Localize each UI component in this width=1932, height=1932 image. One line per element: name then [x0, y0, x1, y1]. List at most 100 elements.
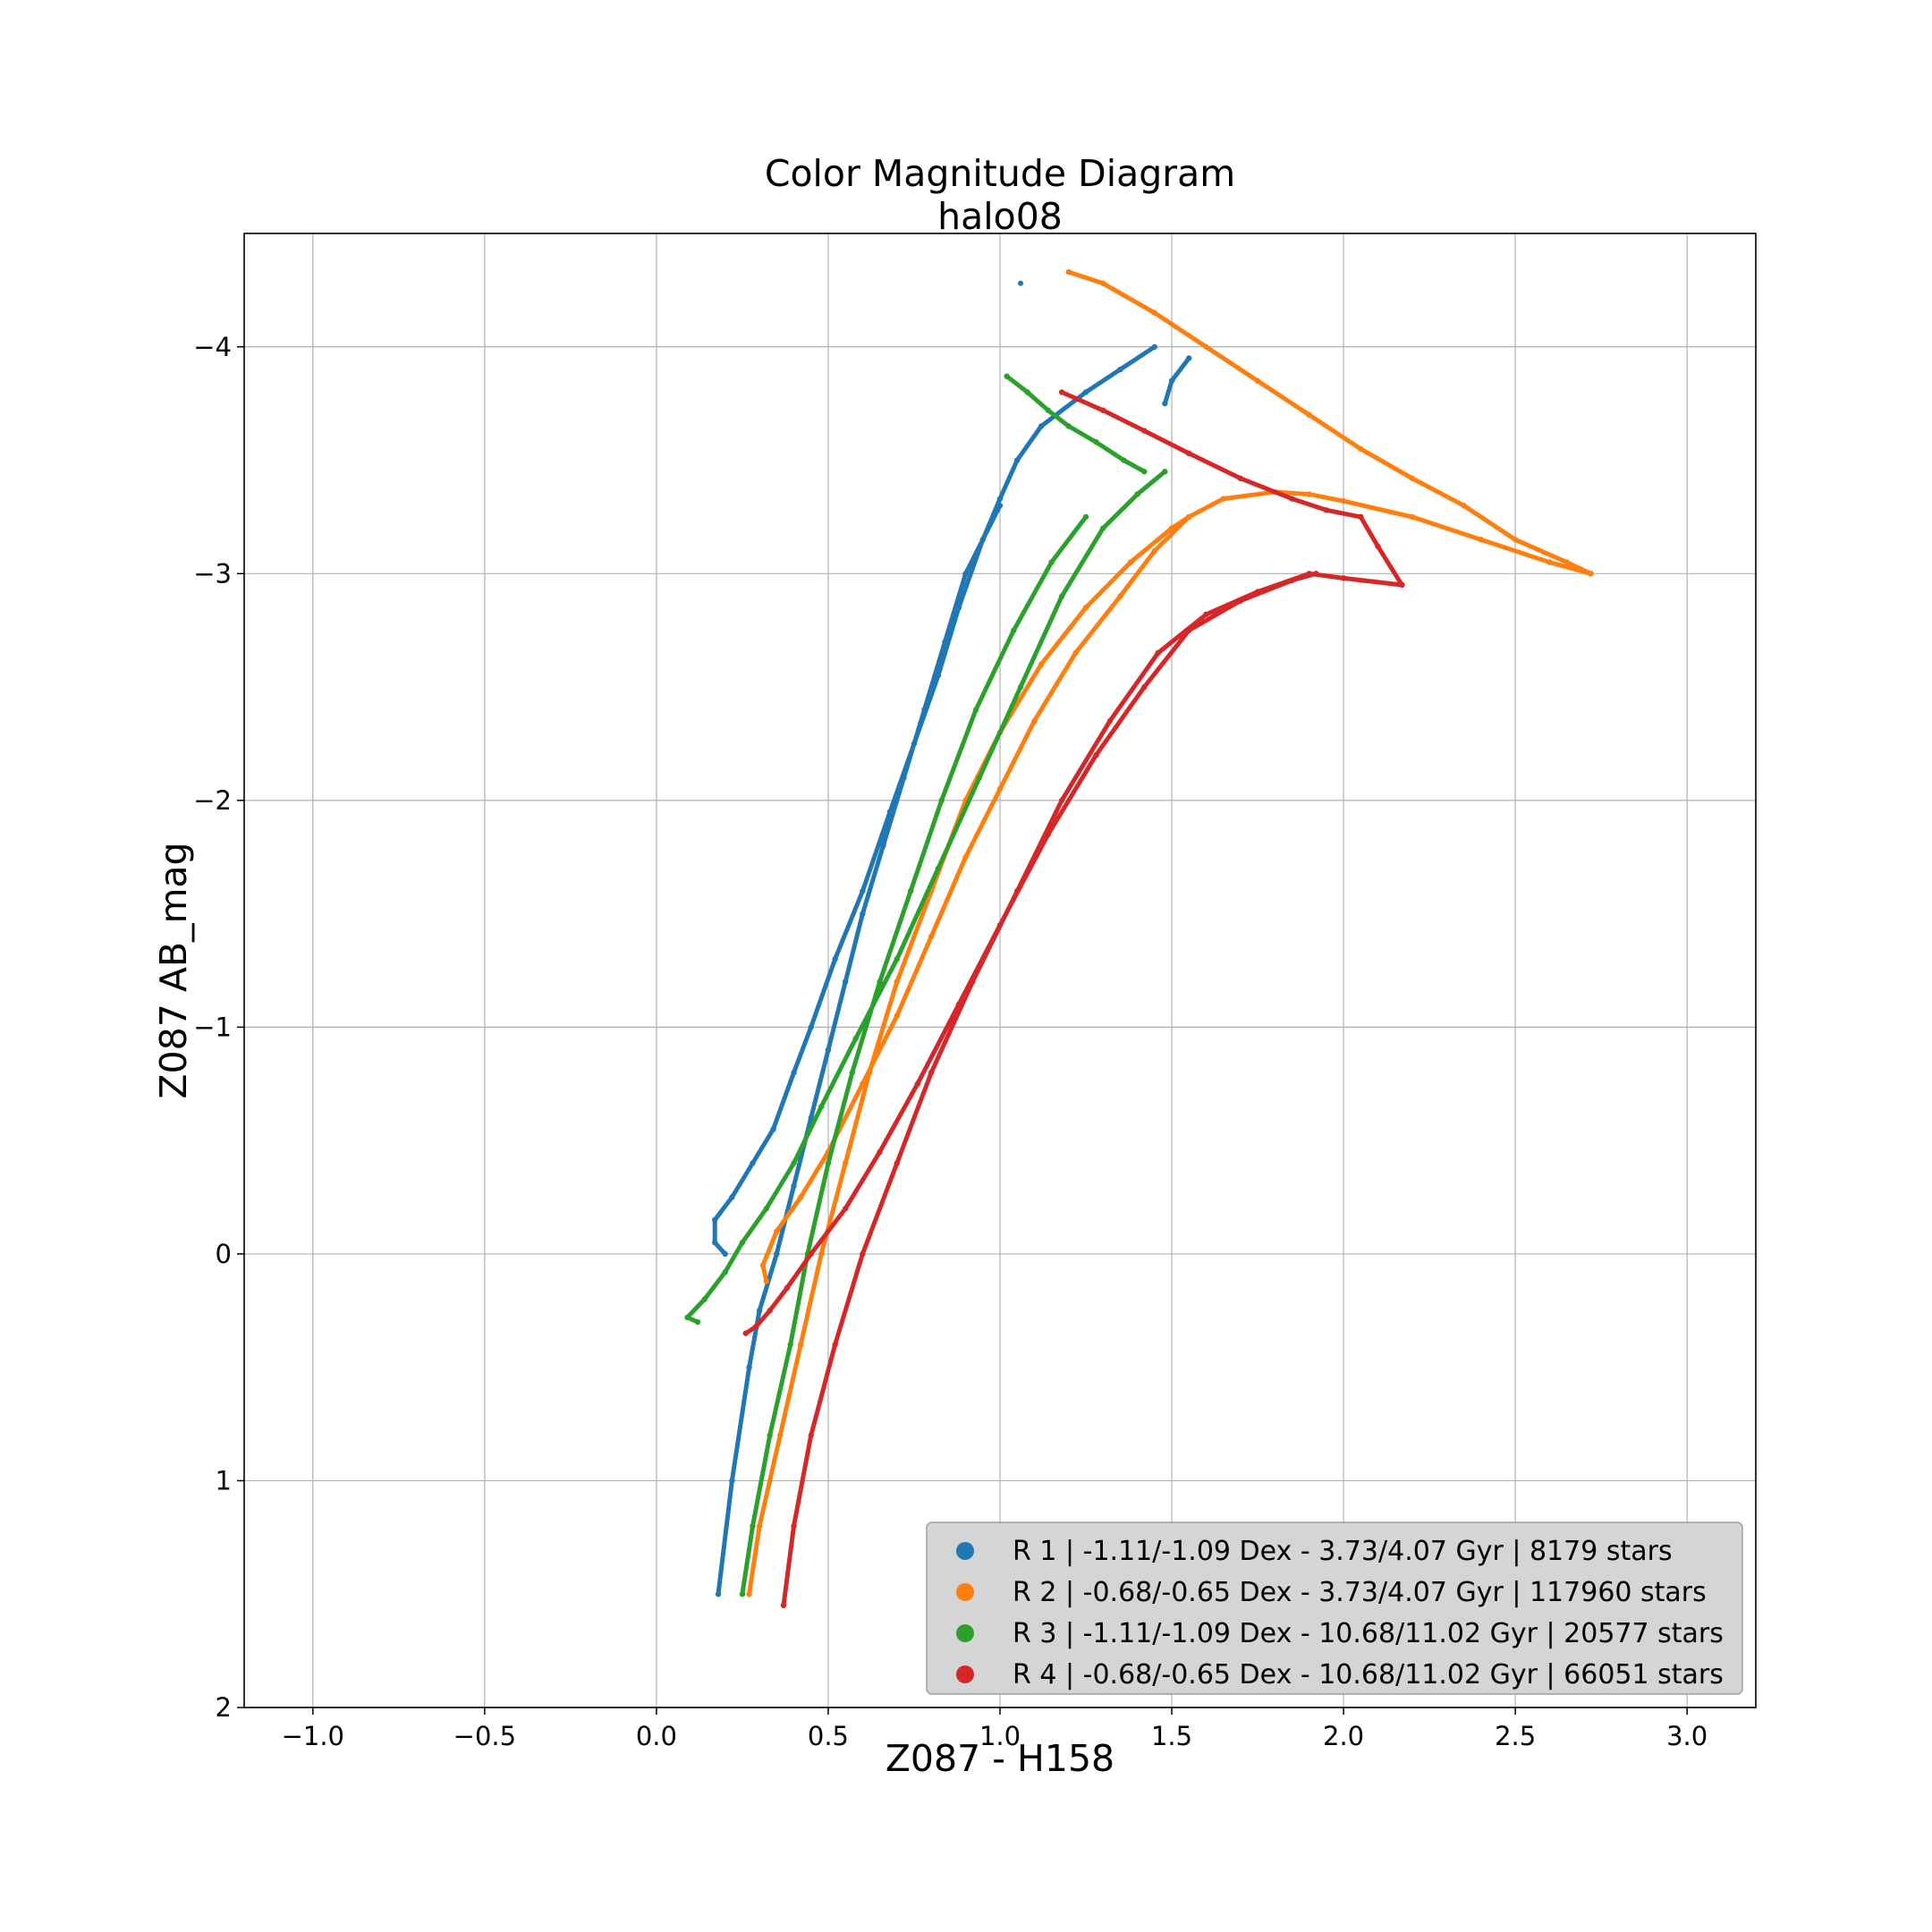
- data-point: [818, 1250, 825, 1258]
- data-point: [694, 1318, 701, 1326]
- data-point: [798, 1342, 804, 1348]
- x-tick-label: −1.0: [282, 1721, 344, 1751]
- data-point: [1289, 496, 1295, 502]
- data-point: [860, 1250, 866, 1258]
- data-point: [894, 979, 900, 985]
- grid: [244, 233, 1756, 1708]
- data-point: [1546, 559, 1553, 565]
- data-point: [1082, 389, 1089, 395]
- data-point: [832, 956, 838, 962]
- data-point: [849, 1069, 856, 1076]
- data-point: [712, 1240, 718, 1246]
- data-point: [1065, 423, 1072, 429]
- data-point: [955, 605, 962, 611]
- data-point: [1017, 683, 1024, 691]
- data-point: [1340, 497, 1347, 504]
- data-point: [739, 1240, 746, 1246]
- legend-item: R 2 | -0.68/-0.65 Dex - 3.73/4.07 Gyr | …: [956, 1577, 1707, 1608]
- data-point: [722, 1269, 728, 1275]
- data-point: [791, 1182, 797, 1190]
- data-point: [825, 1160, 832, 1166]
- data-point: [832, 1342, 838, 1348]
- data-point: [729, 1194, 735, 1200]
- data-point: [1399, 581, 1405, 589]
- data-point: [1141, 683, 1148, 691]
- data-point: [770, 1126, 776, 1132]
- data-point: [1100, 525, 1106, 531]
- y-tick-label: 0: [216, 1239, 232, 1269]
- data-point: [750, 1160, 756, 1166]
- data-point: [1065, 268, 1072, 275]
- data-point: [1358, 513, 1364, 521]
- x-axis-label: Z087 - H158: [886, 1737, 1114, 1780]
- legend-item: R 1 | -1.11/-1.09 Dex - 3.73/4.07 Gyr | …: [956, 1536, 1673, 1567]
- legend-item: R 4 | -0.68/-0.65 Dex - 10.68/11.02 Gyr …: [956, 1659, 1724, 1690]
- data-point: [1563, 559, 1570, 565]
- data-point: [763, 1206, 770, 1212]
- x-tick-label: 2.5: [1495, 1721, 1536, 1751]
- data-point: [742, 1330, 749, 1336]
- y-tick-label: 2: [216, 1692, 232, 1723]
- data-point: [1082, 605, 1089, 611]
- data-point: [1168, 377, 1175, 384]
- chart-title: Color Magnitude Diagram: [765, 152, 1235, 195]
- y-tick-label: −3: [193, 558, 232, 589]
- data-point: [1289, 577, 1295, 584]
- x-tick-label: 1.5: [1151, 1721, 1192, 1751]
- data-point: [914, 1080, 921, 1087]
- data-point: [1323, 507, 1330, 513]
- data-point: [1082, 513, 1089, 521]
- data-point: [1375, 543, 1381, 550]
- y-tick-label: −4: [193, 332, 232, 362]
- data-point: [1151, 343, 1158, 350]
- data-point: [712, 1216, 718, 1224]
- data-point: [1141, 428, 1148, 434]
- data-point: [825, 1046, 832, 1053]
- data-point: [1478, 537, 1484, 543]
- data-point: [877, 979, 883, 985]
- data-point: [1237, 597, 1244, 604]
- data-point: [774, 1250, 780, 1258]
- data-point: [852, 1035, 859, 1042]
- series-track: [740, 514, 1089, 1597]
- data-point: [935, 865, 942, 872]
- data-point: [701, 1296, 708, 1302]
- series-track: [716, 503, 1003, 1597]
- data-point: [798, 1194, 804, 1200]
- x-tick-label: 0.0: [636, 1721, 677, 1751]
- y-axis-label: Z087 AB_mag: [152, 842, 195, 1098]
- data-point: [1162, 469, 1168, 475]
- data-point: [1018, 280, 1024, 286]
- data-point: [962, 571, 969, 577]
- legend-marker: [956, 1624, 974, 1642]
- series-2: [746, 268, 1594, 1597]
- data-point: [1093, 439, 1099, 445]
- data-point: [746, 1591, 752, 1597]
- data-point: [1409, 513, 1416, 521]
- data-point: [1409, 475, 1416, 482]
- data-point: [1203, 611, 1209, 618]
- data-point: [808, 1114, 814, 1122]
- data-point: [928, 1069, 935, 1076]
- legend-item: R 3 | -1.11/-1.09 Dex - 10.68/11.02 Gyr …: [956, 1618, 1724, 1649]
- data-point: [972, 707, 979, 713]
- x-tick-label: −0.5: [453, 1721, 516, 1751]
- data-point: [935, 673, 942, 679]
- data-point: [1127, 559, 1134, 565]
- data-point: [753, 1323, 759, 1330]
- legend-label: R 4 | -0.68/-0.65 Dex - 10.68/11.02 Gyr …: [1013, 1659, 1724, 1690]
- series-4: [742, 389, 1405, 1609]
- y-tick-label: 1: [216, 1465, 232, 1496]
- data-point: [1014, 457, 1021, 463]
- data-point: [911, 741, 918, 747]
- data-point: [842, 979, 849, 985]
- data-point: [1045, 831, 1051, 838]
- data-point: [1237, 475, 1244, 482]
- data-point: [1117, 593, 1123, 599]
- x-ticks: −1.0 −0.5 0.0 0.5 1.0 1.5 2.0 2.5 3.0: [282, 1707, 1707, 1751]
- data-point: [729, 1478, 735, 1484]
- data-point: [979, 537, 986, 543]
- y-ticks: −4 −3 −2 −1 0 1 2: [193, 332, 244, 1723]
- data-point: [1031, 717, 1038, 724]
- data-point: [1004, 373, 1010, 379]
